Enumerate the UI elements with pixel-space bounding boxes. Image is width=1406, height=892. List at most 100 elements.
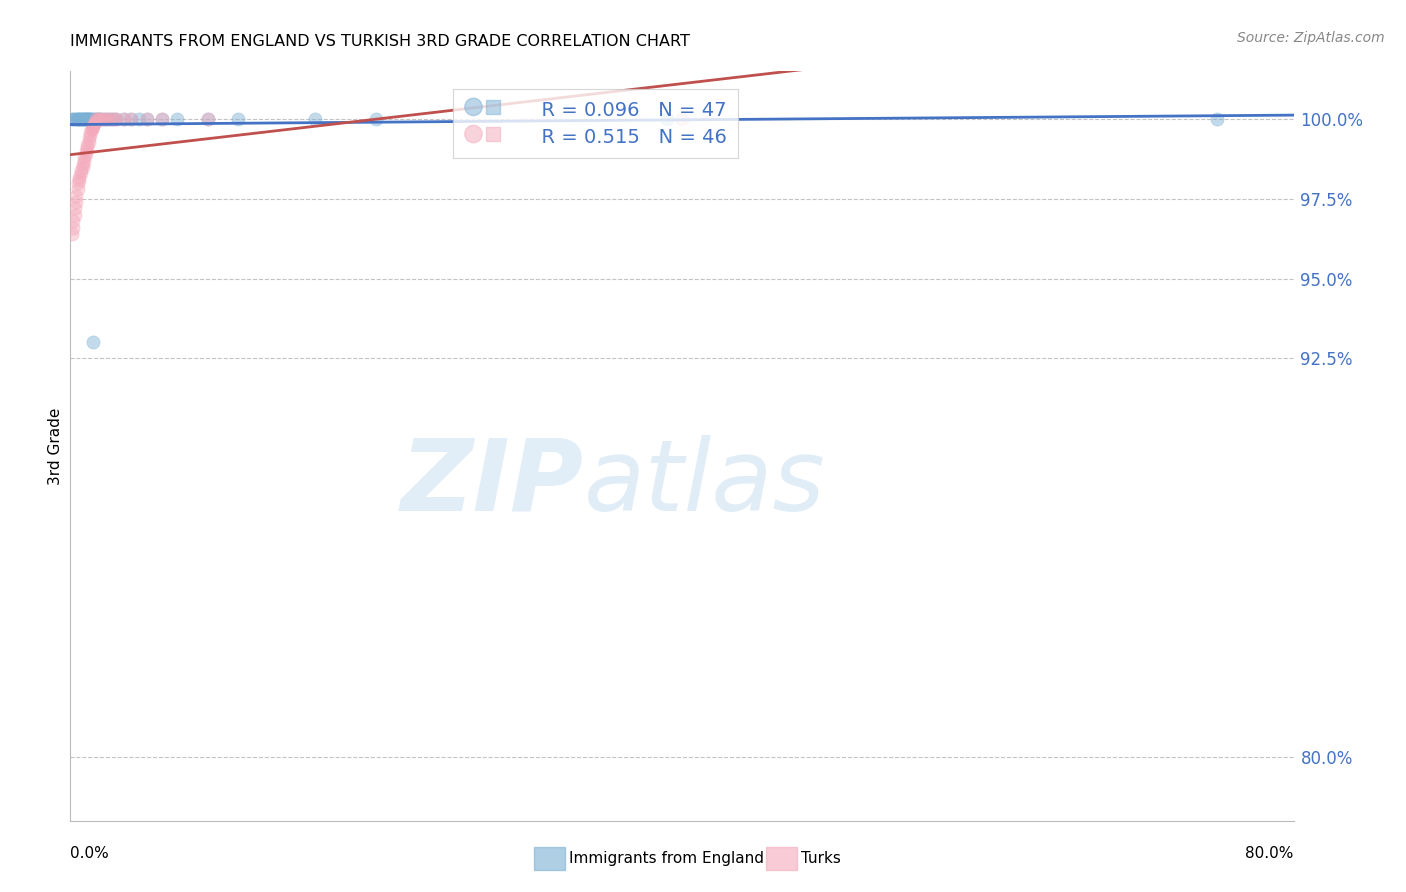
Point [98,112,121,127]
Point [84,112,107,127]
Point [150,112,173,127]
Point [121,112,143,127]
Point [228,112,250,127]
Point [63,208,86,222]
Point [112,112,135,127]
Point [77,112,100,127]
Text: IMMIGRANTS FROM ENGLAND VS TURKISH 3RD GRADE CORRELATION CHART: IMMIGRANTS FROM ENGLAND VS TURKISH 3RD G… [70,35,690,49]
Point [80,121,103,136]
Point [77,112,100,127]
Text: atlas: atlas [583,435,825,532]
Text: 80.0%: 80.0% [1246,847,1294,861]
Point [121,112,143,127]
Point [96,112,118,127]
Point [87,112,110,127]
Point [79,128,101,142]
Point [66,176,89,190]
Point [76,112,98,127]
Point [72,112,94,127]
Text: Turks: Turks [801,852,841,866]
Point [82,119,104,133]
Point [135,112,157,127]
Point [69,173,91,187]
Point [65,188,87,202]
Point [304,112,326,127]
Point [83,112,105,127]
Point [73,112,96,127]
Point [112,112,135,127]
Point [98,112,121,127]
Point [82,112,104,127]
Point [87,112,110,127]
Point [197,112,219,127]
Point [150,112,173,127]
Point [70,112,93,127]
Legend:   R = 0.096   N = 47,   R = 0.515   N = 46: R = 0.096 N = 47, R = 0.515 N = 46 [453,88,738,159]
Point [76,141,98,155]
Point [62,220,84,235]
Point [80,121,103,136]
Point [70,112,93,127]
Point [75,147,97,161]
Point [76,137,98,152]
Point [76,112,98,127]
Point [135,112,157,127]
Y-axis label: 3rd Grade: 3rd Grade [48,408,63,484]
Point [93,112,115,127]
Point [90,112,112,127]
Point [75,144,97,158]
Point [105,112,128,127]
Point [77,131,100,145]
Point [69,112,91,127]
Point [65,195,87,210]
Point [366,112,388,127]
Point [77,135,100,149]
Point [96,112,118,127]
Point [90,112,112,127]
Point [128,112,150,127]
Point [70,166,93,180]
Point [62,112,84,127]
Point [89,112,111,127]
Point [671,112,693,127]
Point [60,112,83,127]
Text: 0.0%: 0.0% [70,847,110,861]
Point [655,112,678,127]
Point [73,112,96,127]
Text: Immigrants from England: Immigrants from England [569,852,765,866]
Point [70,163,93,178]
Point [72,160,94,174]
Point [79,112,101,127]
Point [60,227,83,241]
Point [82,335,104,350]
Point [166,112,188,127]
Point [72,157,94,171]
Point [75,112,97,127]
Point [66,112,89,127]
Text: Source: ZipAtlas.com: Source: ZipAtlas.com [1237,31,1385,45]
Point [69,169,91,184]
Point [75,112,97,127]
Point [101,112,124,127]
Point [66,182,89,196]
Point [82,119,104,133]
Point [79,112,101,127]
Point [83,115,105,129]
Point [72,112,94,127]
Point [80,112,103,127]
Point [93,112,115,127]
Point [66,112,89,127]
Text: ZIP: ZIP [401,435,583,532]
Point [62,214,84,228]
Point [105,112,128,127]
Point [84,112,107,127]
Point [63,202,86,216]
Point [73,153,96,168]
Point [197,112,219,127]
Point [89,112,111,127]
Point [79,125,101,139]
Point [69,112,91,127]
Point [1206,112,1229,127]
Point [101,112,124,127]
Point [65,112,87,127]
